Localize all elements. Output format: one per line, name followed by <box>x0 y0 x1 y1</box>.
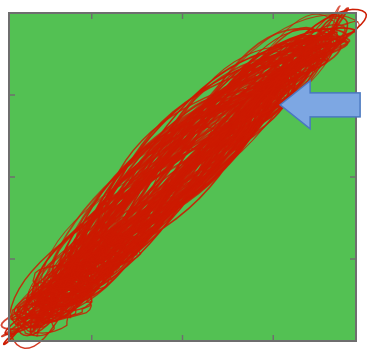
trace-tangle <box>32 264 94 298</box>
trace-tangle <box>104 234 124 245</box>
trace-tangle <box>49 292 73 307</box>
trace-tangle <box>90 236 142 265</box>
trace-tangle <box>72 259 114 283</box>
trace-tangle <box>67 257 93 272</box>
trace-tangle <box>69 263 99 281</box>
annotation-layer <box>278 79 361 131</box>
trace-tangle <box>36 287 92 317</box>
trace-tangle <box>77 252 123 277</box>
trace-tangle <box>109 233 131 246</box>
trace-tangle <box>24 313 52 329</box>
trace-tangle <box>70 268 113 291</box>
trace-tangle <box>42 262 104 296</box>
trace-inner-loop <box>178 125 222 150</box>
annotation-arrow <box>278 79 361 131</box>
trace-tangle <box>73 246 121 273</box>
tick-marks <box>9 13 356 341</box>
trace-loop <box>2 31 338 346</box>
trace-loop <box>54 40 304 317</box>
trace-tangle <box>62 275 101 298</box>
trace-loop <box>37 27 342 306</box>
trace-loop <box>19 44 333 321</box>
trace-loop <box>42 42 330 305</box>
trace-loop <box>8 26 327 350</box>
trace-tangle <box>10 303 54 329</box>
trace-tangle <box>96 232 143 260</box>
trace-tangle <box>19 316 55 337</box>
attractor-trace-group <box>0 5 368 350</box>
trace-tangle <box>38 285 93 319</box>
